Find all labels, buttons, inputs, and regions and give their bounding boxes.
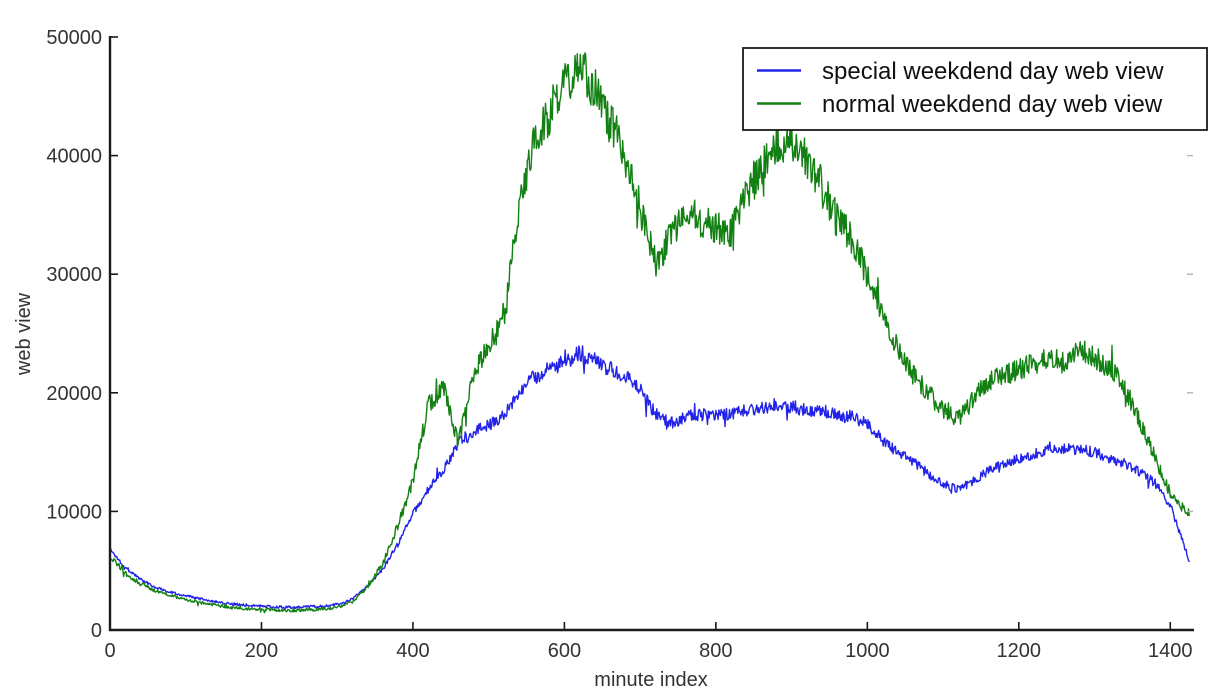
y-tick-label: 50000 xyxy=(46,27,102,49)
x-axis-ticks xyxy=(109,622,1172,630)
series-line-special xyxy=(109,345,1190,611)
x-tick-label: 1200 xyxy=(997,640,1042,662)
x-axis-tick-labels: 0 200 400 600 800 1000 1200 1400 xyxy=(104,640,1192,662)
x-tick-label: 600 xyxy=(548,640,581,662)
y-tick-label: 10000 xyxy=(46,501,102,523)
legend-box xyxy=(742,47,1208,131)
x-axis-label: minute index xyxy=(594,669,707,691)
y-tick-label: 0 xyxy=(91,620,102,642)
y-tick-label: 30000 xyxy=(46,264,102,286)
x-tick-label: 1400 xyxy=(1148,640,1193,662)
y-axis-tick-labels: 0 10000 20000 30000 40000 50000 xyxy=(46,27,102,642)
x-tick-label: 400 xyxy=(396,640,429,662)
series-line-normal xyxy=(109,52,1190,614)
y-axis-label: web view xyxy=(13,292,35,376)
x-tick-label: 200 xyxy=(245,640,278,662)
x-tick-label: 800 xyxy=(699,640,732,662)
y-axis-ticks xyxy=(110,36,118,631)
x-tick-label: 1000 xyxy=(845,640,890,662)
y-tick-label: 20000 xyxy=(46,383,102,405)
right-axis-minor-ticks xyxy=(1187,154,1193,513)
legend-label-special: special weekdend day web view xyxy=(822,58,1164,85)
y-tick-label: 40000 xyxy=(46,146,102,168)
x-tick-label: 0 xyxy=(104,640,115,662)
legend-label-normal: normal weekdend day web view xyxy=(822,91,1163,118)
legend: special weekdend day web view normal wee… xyxy=(742,47,1208,131)
